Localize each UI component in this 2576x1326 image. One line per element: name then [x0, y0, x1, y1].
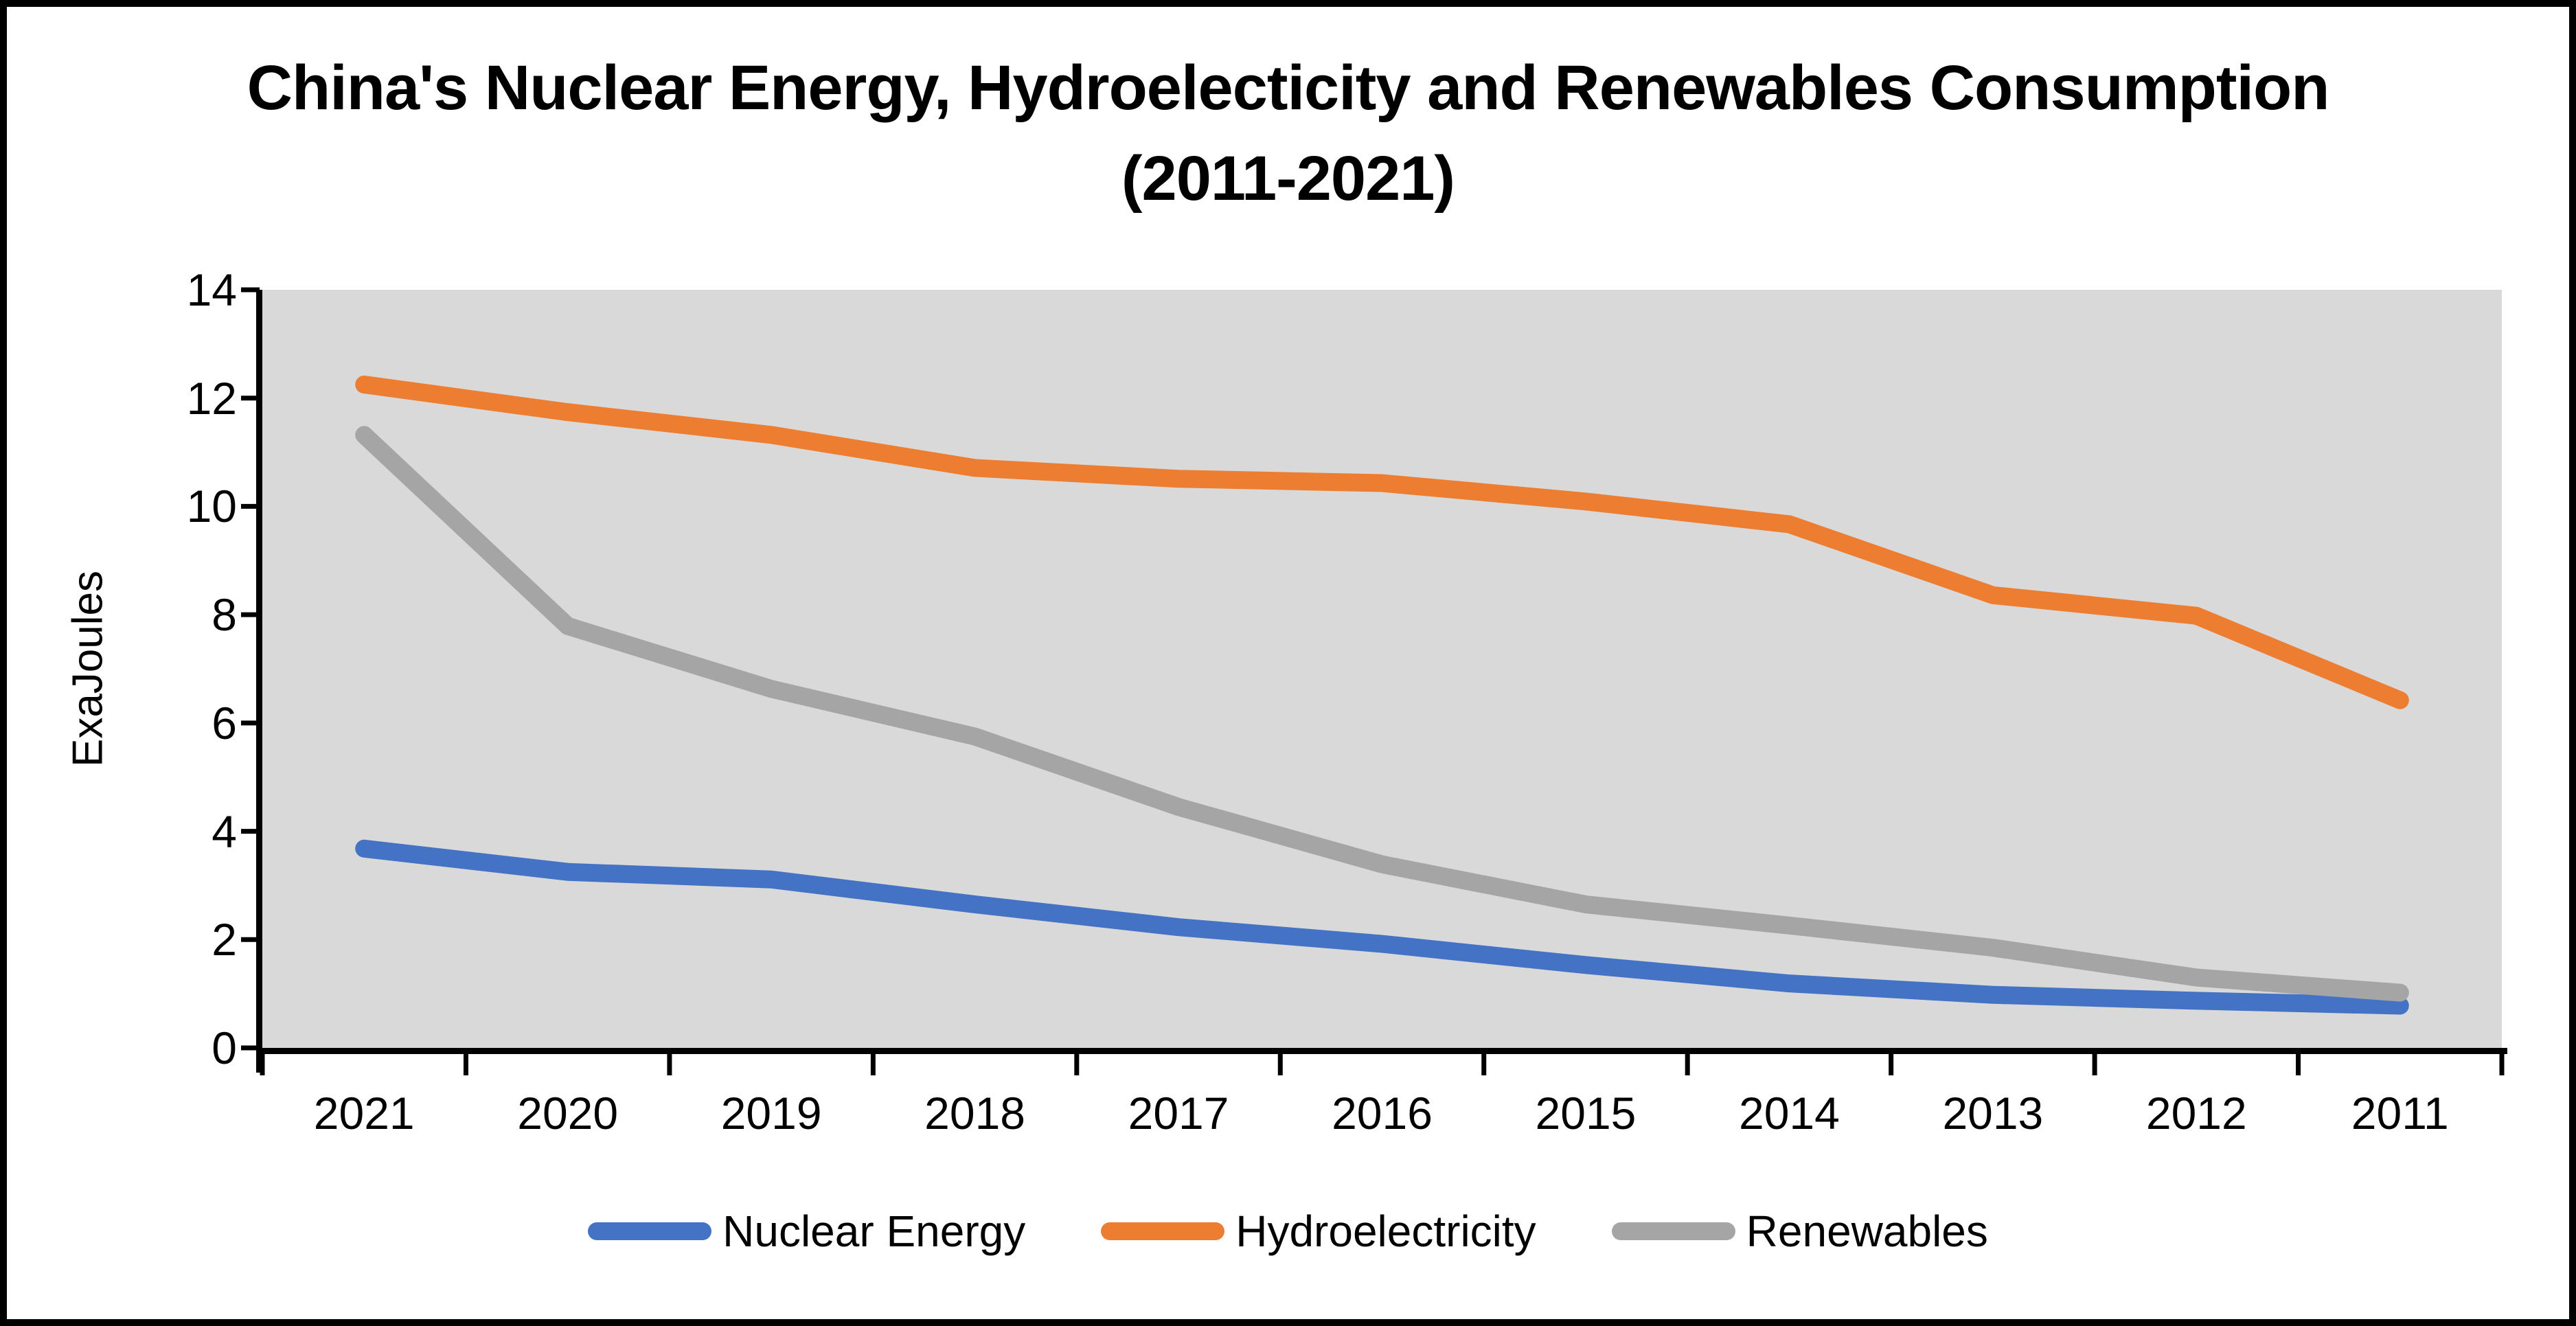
legend-label: Renewables [1746, 1207, 1988, 1256]
x-axis-label-2015: 2015 [1535, 1088, 1637, 1139]
chart-title-line2: (2011-2021) [1121, 144, 1455, 214]
legend-swatch-icon [588, 1222, 712, 1240]
legend-item-nuclear-energy: Nuclear Energy [588, 1207, 1025, 1255]
series-line-renewables [355, 426, 2409, 1002]
x-axis-label-2011: 2011 [2351, 1088, 2449, 1139]
y-axis-label-10: 10 [186, 481, 237, 532]
y-axis-label-8: 8 [212, 589, 237, 641]
x-axis-label-2019: 2019 [720, 1088, 822, 1139]
y-axis-label-0: 0 [212, 1022, 237, 1073]
chart-title: China's Nuclear Energy, Hydroelecticity … [0, 43, 2576, 224]
x-axis-label-2017: 2017 [1128, 1088, 1229, 1139]
x-axis-label-2014: 2014 [1738, 1088, 1840, 1139]
y-axis-label-14: 14 [186, 264, 237, 315]
legend-swatch-icon [1101, 1222, 1225, 1240]
legend-item-renewables: Renewables [1611, 1207, 1988, 1256]
y-axis-label-4: 4 [212, 805, 237, 857]
legend-label: Nuclear Energy [722, 1207, 1026, 1256]
x-axis-label-2021: 2021 [313, 1088, 415, 1139]
chart-title-line1: China's Nuclear Energy, Hydroelecticity … [247, 53, 2330, 123]
x-axis-label-2012: 2012 [2145, 1088, 2247, 1139]
legend-label: Hydroelectricity [1235, 1207, 1536, 1256]
series-line-nuclear-energy [355, 839, 2409, 1015]
x-axis-label-2016: 2016 [1332, 1088, 1433, 1139]
chart-legend: Nuclear Energy Hydroelectricity Renewables [0, 1207, 2576, 1255]
y-axis-label-2: 2 [212, 914, 237, 965]
y-axis-label-6: 6 [212, 697, 237, 748]
x-axis-label-2018: 2018 [924, 1088, 1025, 1139]
y-axis-label-12: 12 [186, 372, 237, 424]
x-axis-label-2020: 2020 [517, 1088, 619, 1139]
series-line-hydroelectricity [355, 376, 2409, 709]
legend-item-hydroelectricity: Hydroelectricity [1101, 1207, 1536, 1255]
x-axis-label-2013: 2013 [1942, 1088, 2044, 1139]
legend-swatch-icon [1611, 1222, 1735, 1240]
